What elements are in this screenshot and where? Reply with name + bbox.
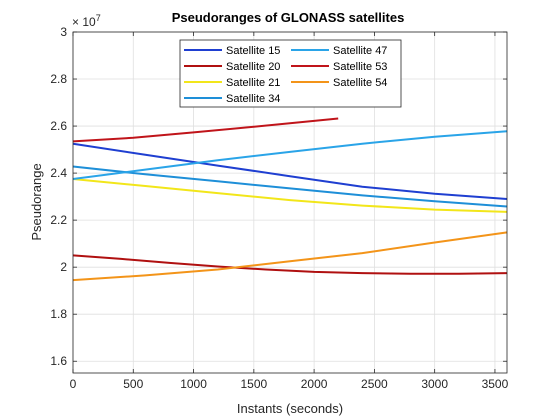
x-tick-label: 3000	[421, 377, 448, 391]
y-exponent: 7	[96, 13, 101, 23]
y-tick-label: 2	[60, 260, 67, 274]
series-line-3	[72, 165, 508, 208]
series-line-2	[72, 178, 508, 213]
series-line-0	[72, 142, 508, 200]
y-tick-label: 2.2	[50, 213, 67, 227]
legend-box	[179, 39, 402, 108]
y-axis-label: Pseudorange	[29, 163, 44, 240]
legend-label: Satellite 47	[333, 45, 387, 57]
series-line-1	[72, 254, 508, 275]
x-tick-label: 1000	[180, 377, 207, 391]
x-tick-label: 2000	[301, 377, 328, 391]
y-tick-label: 3	[60, 25, 67, 39]
y-tick-label: 2.6	[50, 119, 67, 133]
legend-label: Satellite 53	[333, 61, 387, 73]
legend-label: Satellite 20	[226, 61, 280, 73]
x-tick-label: 3500	[482, 377, 509, 391]
legend: Satellite 15 Satellite 47 Satellite 20 Sate…	[179, 39, 402, 108]
x-tick-label: 500	[123, 377, 143, 391]
y-tick-label: 1.8	[50, 307, 67, 321]
y-multiplier: × 107	[72, 13, 101, 29]
series-line-5	[72, 117, 339, 143]
x-tick-label: 0	[70, 377, 77, 391]
x-tick-label: 1500	[240, 377, 267, 391]
y-tick-label: 2.8	[50, 72, 67, 86]
x-tick-label: 2500	[361, 377, 388, 391]
series-lines	[72, 117, 508, 282]
y-tick-label: 1.6	[50, 354, 67, 368]
x-ticks: 0 500 1000 1500 2000 2500 3000 3500	[70, 32, 509, 391]
y-ticks: 1.6 1.8 2 2.2 2.4 2.6 2.8 3	[50, 25, 507, 368]
chart-title: Pseudoranges of GLONASS satellites	[172, 10, 405, 25]
legend-label: Satellite 15	[226, 45, 280, 57]
legend-label: Satellite 34	[226, 93, 280, 105]
legend-label: Satellite 54	[333, 77, 387, 89]
series-line-4	[72, 130, 508, 180]
x-axis-label: Instants (seconds)	[237, 401, 343, 416]
plot-frame	[72, 31, 508, 374]
y-tick-label: 2.4	[50, 166, 67, 180]
legend-label: Satellite 21	[226, 77, 280, 89]
series-line-6	[72, 231, 508, 282]
